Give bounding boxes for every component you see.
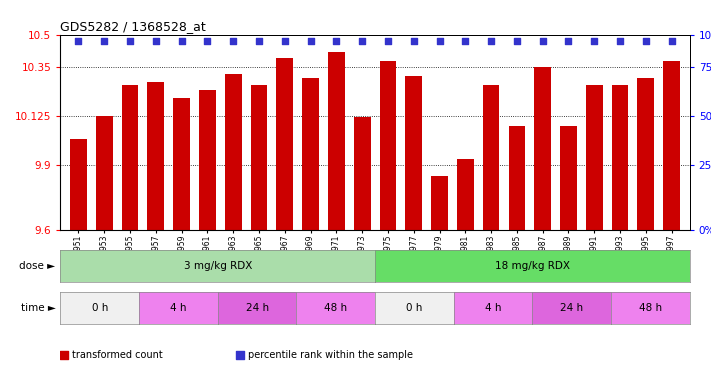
Text: 0 h: 0 h (92, 303, 108, 313)
Bar (302, 78, 319, 230)
Bar (250, 84, 267, 230)
Point (228, 38, 239, 45)
Text: percentile rank within the sample: percentile rank within the sample (248, 350, 413, 360)
Bar (173, 98, 190, 230)
Point (73, 38, 84, 45)
Text: GDS5282 / 1368528_at: GDS5282 / 1368528_at (60, 20, 206, 33)
Point (383, 38, 394, 45)
Point (150, 38, 161, 45)
Point (305, 38, 316, 45)
Bar (199, 90, 216, 230)
Point (589, 38, 600, 45)
Bar (405, 76, 422, 230)
Bar (611, 84, 629, 230)
Text: 4 h: 4 h (170, 303, 187, 313)
Bar (638, 78, 654, 230)
Point (253, 38, 264, 45)
Bar (457, 159, 474, 230)
Bar (380, 61, 396, 230)
Point (434, 38, 445, 45)
Point (99, 38, 110, 45)
Point (331, 38, 342, 45)
Point (202, 38, 213, 45)
Point (537, 38, 548, 45)
Point (176, 38, 187, 45)
Bar (560, 126, 577, 230)
Bar (225, 74, 242, 230)
Point (459, 38, 471, 45)
Text: time ►: time ► (21, 303, 55, 313)
Point (279, 38, 291, 45)
Text: 48 h: 48 h (324, 303, 347, 313)
Bar (147, 83, 164, 230)
Bar (534, 67, 551, 230)
Bar (354, 117, 370, 230)
Bar (663, 61, 680, 230)
Point (640, 38, 651, 45)
Bar (277, 58, 293, 230)
Bar (586, 84, 603, 230)
Text: 24 h: 24 h (560, 303, 583, 313)
Bar (431, 176, 448, 230)
Bar (483, 84, 500, 230)
Text: 0 h: 0 h (406, 303, 422, 313)
Text: 24 h: 24 h (245, 303, 269, 313)
Text: 4 h: 4 h (485, 303, 501, 313)
Text: 18 mg/kg RDX: 18 mg/kg RDX (495, 261, 570, 271)
Text: 3 mg/kg RDX: 3 mg/kg RDX (183, 261, 252, 271)
Point (408, 38, 419, 45)
Text: 48 h: 48 h (638, 303, 662, 313)
Point (666, 38, 678, 45)
Point (356, 38, 368, 45)
Text: dose ►: dose ► (19, 261, 55, 271)
Point (398, 162, 410, 168)
Point (486, 38, 497, 45)
Bar (508, 126, 525, 230)
Point (563, 38, 574, 45)
Bar (328, 52, 345, 230)
Text: transformed count: transformed count (72, 350, 163, 360)
Bar (70, 139, 87, 230)
Point (124, 38, 136, 45)
Point (614, 38, 626, 45)
Bar (122, 84, 139, 230)
Point (511, 38, 523, 45)
Bar (96, 116, 112, 230)
